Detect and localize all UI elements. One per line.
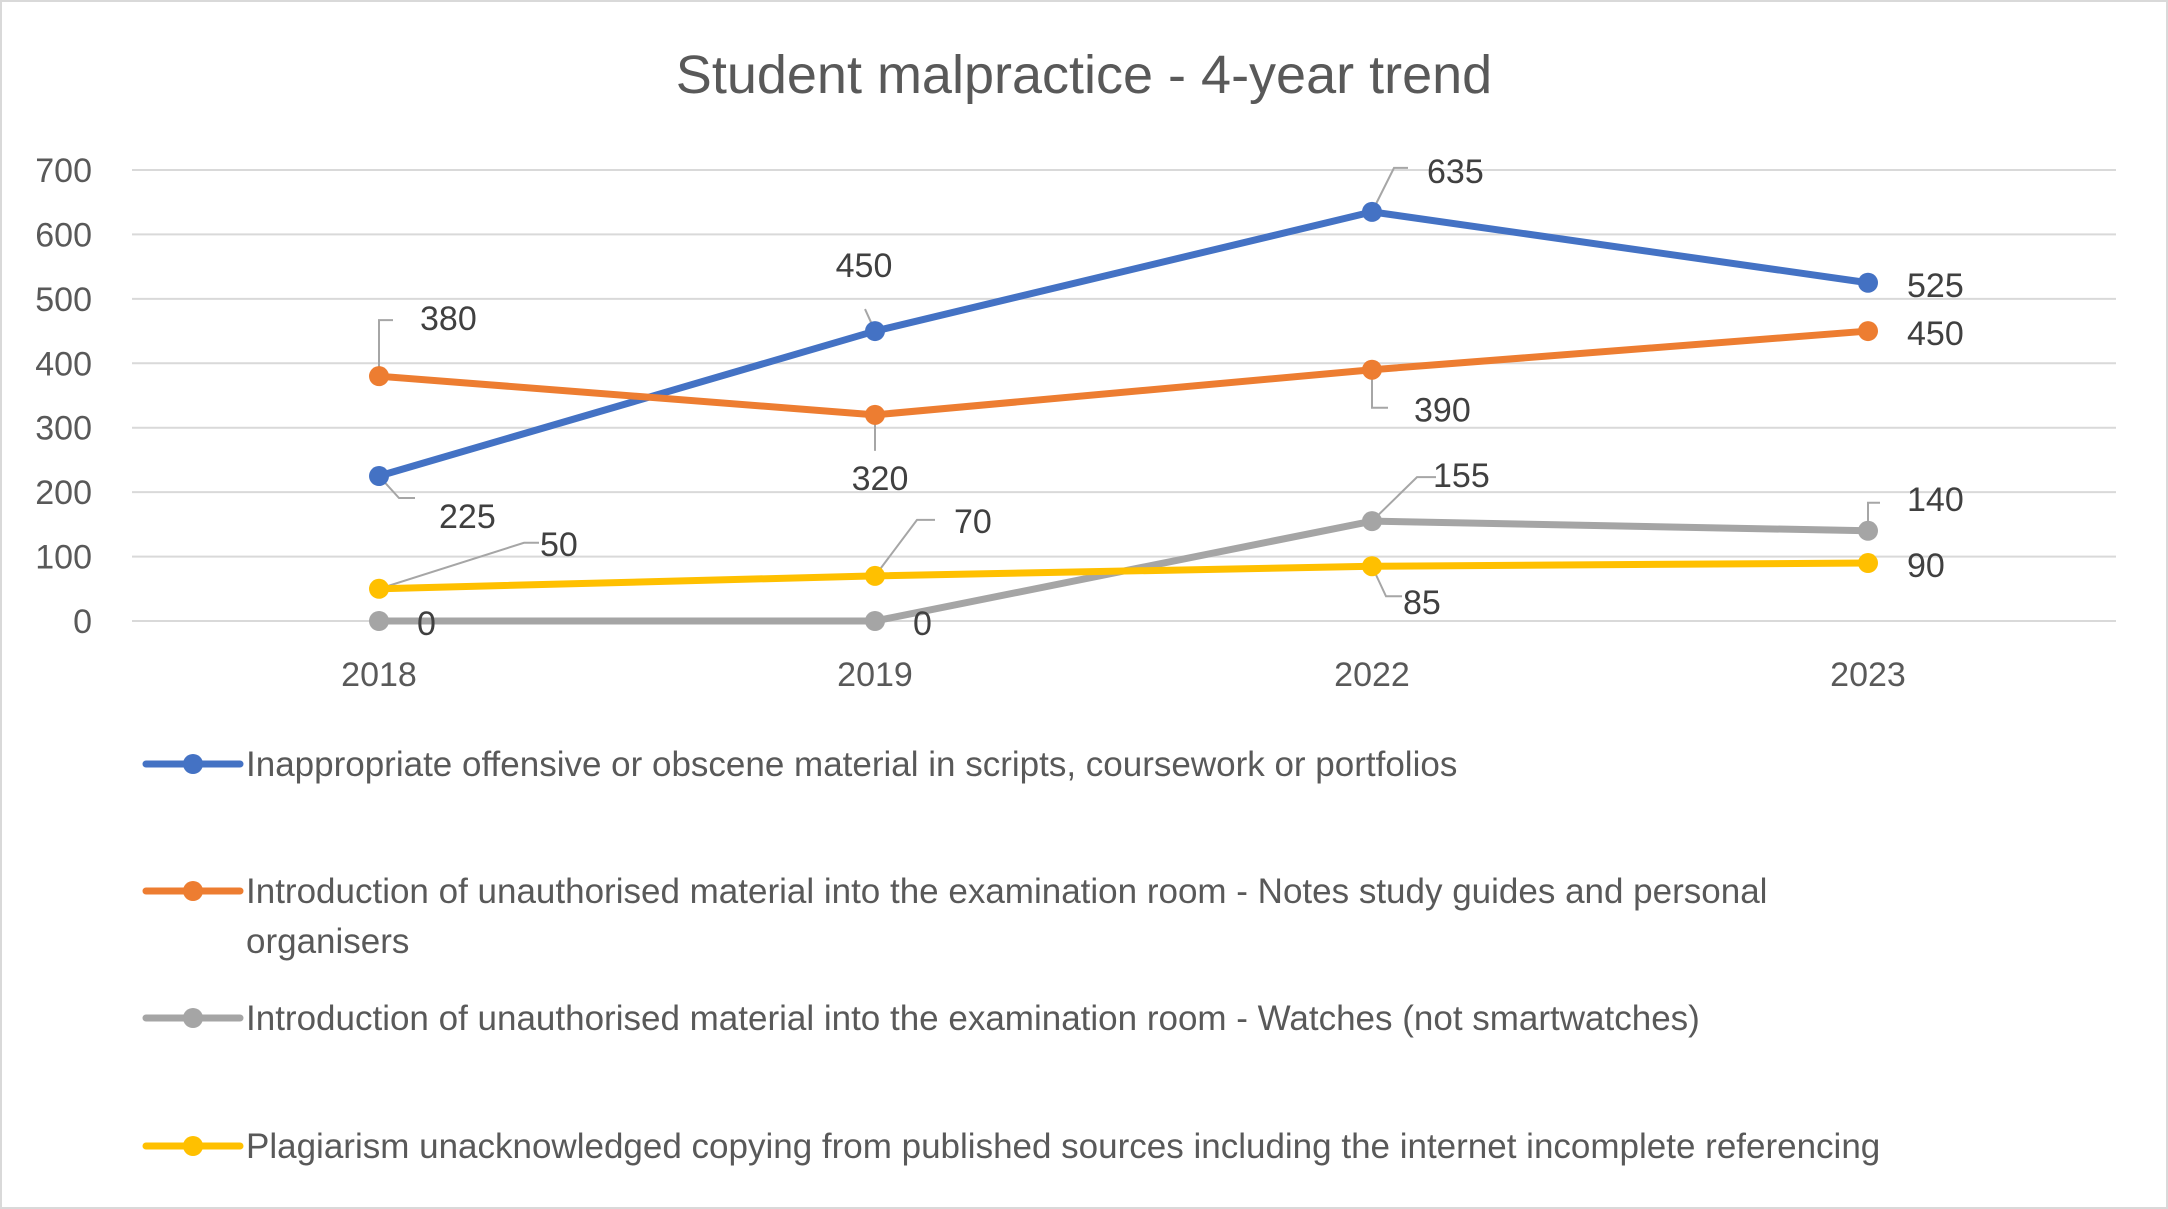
legend-label: Plagiarism unacknowledged copying from p… bbox=[246, 1127, 1880, 1166]
x-tick-label: 2022 bbox=[1334, 656, 1410, 694]
data-point bbox=[369, 466, 389, 487]
series-markers bbox=[369, 201, 1878, 631]
legend-item-3: Introduction of unauthorised material in… bbox=[142, 999, 1700, 1038]
x-tick-label: 2018 bbox=[341, 656, 417, 694]
data-point bbox=[865, 404, 885, 425]
data-label-leader bbox=[874, 518, 935, 577]
data-point bbox=[1362, 359, 1382, 380]
data-label-leader bbox=[1371, 166, 1408, 213]
x-tick-label: 2019 bbox=[837, 656, 913, 694]
y-tick-label: 400 bbox=[35, 345, 92, 383]
legend-item-1: Inappropriate offensive or obscene mater… bbox=[142, 745, 1457, 784]
data-point bbox=[1362, 556, 1382, 577]
y-tick-label: 500 bbox=[35, 281, 92, 319]
data-label-leader bbox=[378, 319, 393, 377]
y-tick-label: 300 bbox=[35, 410, 92, 448]
data-label: 225 bbox=[439, 498, 496, 536]
data-label: 90 bbox=[1907, 547, 1945, 585]
series-line-2 bbox=[375, 327, 1872, 419]
chart-title: Student malpractice - 4-year trend bbox=[676, 45, 1492, 105]
data-label: 390 bbox=[1414, 392, 1471, 430]
series-lines bbox=[375, 208, 1872, 625]
legend-marker bbox=[183, 1136, 203, 1156]
data-point bbox=[1858, 553, 1878, 574]
data-label: 380 bbox=[420, 300, 477, 338]
data-label-leader bbox=[1371, 565, 1402, 598]
series-line-4 bbox=[375, 559, 1872, 593]
data-point bbox=[865, 565, 885, 586]
data-point bbox=[865, 611, 885, 631]
data-label: 50 bbox=[540, 526, 578, 564]
data-label: 0 bbox=[913, 605, 932, 643]
data-point bbox=[1362, 511, 1382, 532]
data-label-leader bbox=[378, 541, 539, 590]
legend-label: Inappropriate offensive or obscene mater… bbox=[246, 745, 1457, 784]
y-tick-label: 200 bbox=[35, 474, 92, 512]
y-tick-label: 600 bbox=[35, 216, 92, 254]
legend-label: Introduction of unauthorised material in… bbox=[246, 872, 1767, 961]
legend-marker bbox=[183, 754, 203, 774]
data-label: 140 bbox=[1907, 481, 1964, 519]
data-point bbox=[1858, 520, 1878, 541]
data-point bbox=[1362, 201, 1382, 222]
data-label-leader bbox=[1371, 476, 1436, 522]
data-label: 70 bbox=[954, 503, 992, 541]
data-labels: 225 450 635 525 380 320 390 450 0 0 155 140 50 70 85 90 bbox=[417, 153, 1964, 643]
y-tick-label: 700 bbox=[35, 152, 92, 190]
data-label: 450 bbox=[836, 247, 893, 285]
y-tick-label: 100 bbox=[35, 539, 92, 577]
data-label: 450 bbox=[1907, 315, 1964, 353]
data-point bbox=[865, 321, 885, 342]
legend: Inappropriate offensive or obscene mater… bbox=[142, 745, 1880, 1166]
data-point bbox=[1858, 272, 1878, 293]
legend-marker bbox=[183, 881, 203, 901]
data-label-leader bbox=[1371, 369, 1388, 409]
legend-item-4: Plagiarism unacknowledged copying from p… bbox=[142, 1127, 1880, 1166]
legend-item-2: Introduction of unauthorised material in… bbox=[142, 872, 1767, 961]
series-line-1 bbox=[375, 208, 1872, 480]
data-point bbox=[369, 578, 389, 599]
data-label: 525 bbox=[1907, 267, 1964, 305]
legend-marker bbox=[183, 1008, 203, 1028]
data-label: 155 bbox=[1433, 457, 1490, 495]
legend-label: Introduction of unauthorised material in… bbox=[246, 999, 1700, 1038]
data-label: 85 bbox=[1403, 584, 1441, 622]
data-point bbox=[369, 611, 389, 631]
data-label: 635 bbox=[1427, 153, 1484, 191]
data-point bbox=[1858, 321, 1878, 342]
data-label: 320 bbox=[852, 460, 909, 498]
data-point bbox=[369, 366, 389, 387]
y-tick-label: 0 bbox=[73, 603, 92, 641]
x-tick-label: 2023 bbox=[1830, 656, 1906, 694]
data-label-leaders bbox=[378, 166, 1880, 598]
data-label: 0 bbox=[417, 605, 436, 643]
